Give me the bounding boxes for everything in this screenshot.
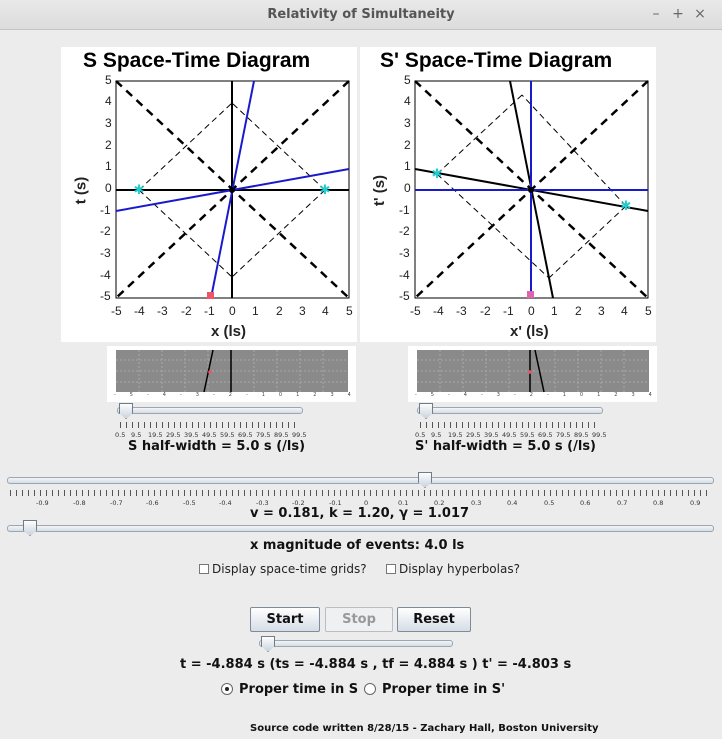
svg-text:✱: ✱ [621,199,632,214]
proper-time-s-radio[interactable]: Proper time in S [221,682,358,697]
sp-mini-preview: -5-4-3-2-1012345 [408,346,657,402]
stop-button[interactable]: Stop [325,607,393,632]
svg-text:✱: ✱ [432,167,443,182]
velocity-readout: v = 0.181, k = 1.20, γ = 1.017 [250,506,470,521]
start-button[interactable]: Start [250,607,320,632]
s-diagram-panel: S Space-Time Diagram ✱ ✱ 5 4 3 2 1 0 -1 … [61,47,357,342]
svg-text:✱: ✱ [320,183,331,198]
sp-diagram-panel: S' Space-Time Diagram ✱ ✱ 5 4 3 2 1 0 -1… [360,47,656,342]
sp-diagram-plot: ✱ ✱ [414,80,649,299]
window-title: Relativity of Simultaneity [267,7,455,22]
magnitude-thumb[interactable] [23,520,37,536]
reset-button[interactable]: Reset [397,607,471,632]
close-icon[interactable]: × [694,6,706,22]
velocity-thumb[interactable] [418,472,432,488]
minimize-icon[interactable]: – [652,6,660,22]
time-readout: t = -4.884 s (ts = -4.884 s , tf = 4.884… [180,657,572,672]
grids-checkbox[interactable]: Display space-time grids? [199,562,367,576]
sp-diagram-title: S' Space-Time Diagram [380,49,613,72]
title-bar: Relativity of Simultaneity – + × [0,0,722,30]
svg-text:✱: ✱ [134,183,145,198]
footer-credit: Source code written 8/28/15 - Zachary Ha… [250,723,599,734]
sp-halfwidth-label: S' half-width = 5.0 s (/ls) [415,439,597,454]
time-thumb[interactable] [261,636,275,652]
sp-halfwidth-thumb[interactable] [419,403,433,419]
magnitude-readout: x magnitude of events: 4.0 ls [250,538,465,553]
s-halfwidth-label: S half-width = 5.0 s (/ls) [128,439,306,454]
proper-time-sp-radio[interactable]: Proper time in S' [364,682,505,697]
s-diagram-plot: ✱ ✱ [115,80,350,299]
sp-y-axis-label: t' (s) [371,174,389,207]
s-diagram-title: S Space-Time Diagram [83,49,311,72]
hyperbolas-checkbox[interactable]: Display hyperbolas? [386,562,520,576]
s-halfwidth-thumb[interactable] [119,403,133,419]
s-y-axis-label: t (s) [72,176,90,205]
maximize-icon[interactable]: + [672,6,684,22]
s-mini-preview: -5-4-3-2-1012345 [107,346,356,402]
s-x-axis-label: x (ls) [211,323,247,340]
sp-x-axis-label: x' (ls) [510,323,549,340]
